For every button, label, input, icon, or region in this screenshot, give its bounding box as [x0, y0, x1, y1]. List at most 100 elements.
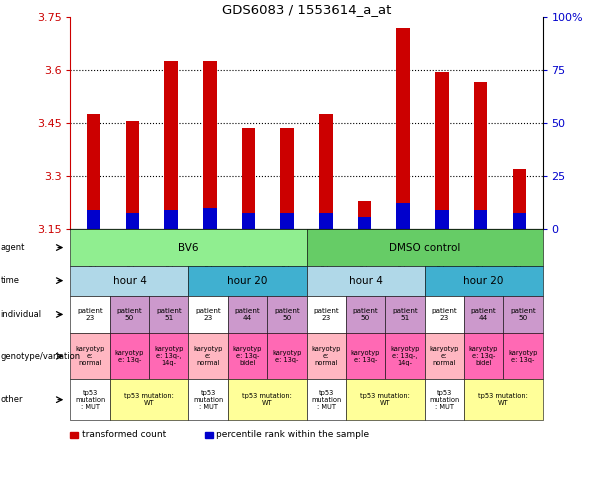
- Bar: [424, 333, 464, 379]
- Text: tp53
mutation
: MUT: tp53 mutation : MUT: [311, 390, 341, 410]
- Text: percentile rank within the sample: percentile rank within the sample: [216, 430, 370, 439]
- Text: karyotyp
e: 13q-
bidel: karyotyp e: 13q- bidel: [469, 346, 498, 366]
- Bar: [70, 266, 189, 296]
- Bar: [87, 114, 101, 229]
- Bar: [203, 208, 216, 229]
- Text: patient
44: patient 44: [471, 308, 497, 321]
- Text: karyotyp
e: 13q-: karyotyp e: 13q-: [508, 350, 538, 363]
- Bar: [70, 229, 306, 266]
- Bar: [358, 217, 371, 229]
- Bar: [346, 379, 424, 420]
- Text: karyotyp
e:
normal: karyotyp e: normal: [75, 346, 105, 366]
- Bar: [503, 333, 543, 379]
- Bar: [189, 333, 228, 379]
- Text: patient
23: patient 23: [432, 308, 457, 321]
- Bar: [164, 61, 178, 229]
- Text: karyotyp
e:
normal: karyotyp e: normal: [194, 346, 223, 366]
- Bar: [164, 210, 178, 229]
- Bar: [110, 296, 149, 333]
- Text: patient
23: patient 23: [313, 308, 339, 321]
- Bar: [346, 296, 385, 333]
- Bar: [319, 114, 333, 229]
- Bar: [87, 210, 101, 229]
- Text: patient
50: patient 50: [352, 308, 378, 321]
- Text: karyotyp
e: 13q-: karyotyp e: 13q-: [351, 350, 380, 363]
- Text: tp53
mutation
: MUT: tp53 mutation : MUT: [193, 390, 223, 410]
- Text: hour 20: hour 20: [463, 276, 504, 285]
- Bar: [110, 333, 149, 379]
- Text: genotype/variation: genotype/variation: [1, 352, 81, 361]
- Text: tp53
mutation
: MUT: tp53 mutation : MUT: [429, 390, 459, 410]
- Bar: [70, 333, 110, 379]
- Text: karyotyp
e: 13q-,
14q-: karyotyp e: 13q-, 14q-: [390, 346, 419, 366]
- Bar: [435, 210, 449, 229]
- Bar: [149, 333, 189, 379]
- Bar: [70, 379, 110, 420]
- Text: individual: individual: [1, 310, 42, 319]
- Bar: [189, 379, 228, 420]
- Bar: [149, 296, 189, 333]
- Text: time: time: [1, 276, 20, 285]
- Text: hour 4: hour 4: [113, 276, 147, 285]
- Text: patient
51: patient 51: [392, 308, 417, 321]
- Bar: [464, 333, 503, 379]
- Text: patient
51: patient 51: [156, 308, 181, 321]
- Bar: [358, 201, 371, 229]
- Bar: [126, 121, 139, 229]
- Bar: [228, 333, 267, 379]
- Bar: [280, 128, 294, 229]
- Bar: [319, 213, 333, 229]
- Bar: [70, 296, 110, 333]
- Text: agent: agent: [1, 243, 25, 252]
- Text: patient
44: patient 44: [235, 308, 261, 321]
- Bar: [228, 296, 267, 333]
- Bar: [512, 169, 526, 229]
- Text: patient
23: patient 23: [77, 308, 103, 321]
- Bar: [267, 333, 306, 379]
- Bar: [242, 128, 255, 229]
- Bar: [385, 296, 424, 333]
- Text: karyotyp
e: 13q-: karyotyp e: 13q-: [115, 350, 144, 363]
- Bar: [503, 296, 543, 333]
- Bar: [435, 72, 449, 229]
- Bar: [397, 203, 410, 229]
- Bar: [385, 333, 424, 379]
- Bar: [512, 213, 526, 229]
- Text: tp53
mutation
: MUT: tp53 mutation : MUT: [75, 390, 105, 410]
- Bar: [306, 333, 346, 379]
- Bar: [306, 229, 543, 266]
- Bar: [474, 83, 487, 229]
- Text: patient
23: patient 23: [196, 308, 221, 321]
- Text: patient
50: patient 50: [510, 308, 536, 321]
- Text: karyotyp
e: 13q-
bidel: karyotyp e: 13q- bidel: [233, 346, 262, 366]
- Bar: [474, 210, 487, 229]
- Bar: [110, 379, 189, 420]
- Bar: [280, 213, 294, 229]
- Bar: [424, 266, 543, 296]
- Bar: [70, 432, 78, 438]
- Text: hour 20: hour 20: [227, 276, 268, 285]
- Bar: [189, 296, 228, 333]
- Text: tp53 mutation:
WT: tp53 mutation: WT: [242, 393, 292, 406]
- Text: other: other: [1, 395, 23, 404]
- Bar: [397, 28, 410, 229]
- Text: patient
50: patient 50: [274, 308, 300, 321]
- Bar: [267, 296, 306, 333]
- Bar: [464, 296, 503, 333]
- Text: tp53 mutation:
WT: tp53 mutation: WT: [124, 393, 174, 406]
- Bar: [346, 333, 385, 379]
- Bar: [126, 213, 139, 229]
- Bar: [205, 432, 213, 438]
- Text: tp53 mutation:
WT: tp53 mutation: WT: [360, 393, 410, 406]
- Bar: [228, 379, 306, 420]
- Bar: [424, 296, 464, 333]
- Bar: [189, 266, 306, 296]
- Text: hour 4: hour 4: [349, 276, 383, 285]
- Bar: [306, 296, 346, 333]
- Title: GDS6083 / 1553614_a_at: GDS6083 / 1553614_a_at: [222, 3, 391, 16]
- Bar: [424, 379, 464, 420]
- Text: karyotyp
e: 13q-: karyotyp e: 13q-: [272, 350, 302, 363]
- Text: DMSO control: DMSO control: [389, 242, 460, 253]
- Text: karyotyp
e:
normal: karyotyp e: normal: [311, 346, 341, 366]
- Bar: [203, 61, 216, 229]
